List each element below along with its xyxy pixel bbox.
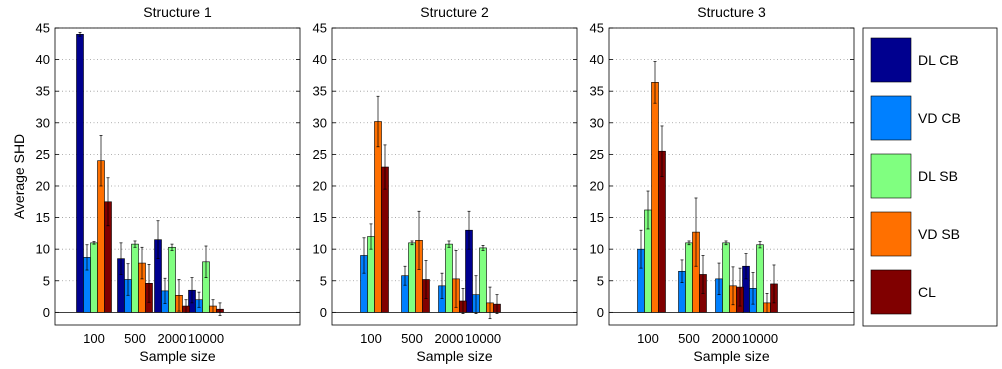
bar-dl-sb <box>168 246 176 313</box>
y-tick-label: 20 <box>590 178 604 193</box>
y-tick-label: 25 <box>590 147 604 162</box>
y-tick-label: 15 <box>313 210 327 225</box>
x-tick-label: 2000 <box>712 331 741 346</box>
bar-dl-sb <box>131 243 139 313</box>
x-axis-label: Sample size <box>693 348 769 364</box>
x-tick-label: 10000 <box>742 331 778 346</box>
y-tick-label: 10 <box>36 242 50 257</box>
y-tick-label: 25 <box>313 147 327 162</box>
y-tick-label: 30 <box>590 115 604 130</box>
y-tick-label: 45 <box>36 21 50 36</box>
plot-frame <box>54 27 301 326</box>
panel-title: Structure 2 <box>420 4 489 20</box>
chart-panel-2: 0 5 10 15 20 25 30 35 40 45 100 500 2000 10000 Sample … <box>313 4 578 364</box>
bar-dl-sb <box>685 242 693 313</box>
legend-swatch <box>870 269 912 315</box>
y-tick-label: 0 <box>43 305 50 320</box>
legend-label: VD SB <box>918 226 960 242</box>
legend-swatch <box>870 153 912 199</box>
legend-swatch <box>870 37 912 83</box>
y-tick-label: 15 <box>36 210 50 225</box>
x-tick-label: 500 <box>678 331 700 346</box>
x-tick-label: 100 <box>637 331 659 346</box>
legend-label: DL SB <box>918 168 958 184</box>
y-tick-label: 40 <box>313 52 327 67</box>
y-tick-label: 40 <box>36 52 50 67</box>
x-tick-label: 100 <box>360 331 382 346</box>
bar-dl-sb <box>756 244 764 313</box>
y-tick-label: 30 <box>313 115 327 130</box>
y-tick-label: 0 <box>597 305 604 320</box>
y-tick-label: 10 <box>590 242 604 257</box>
legend-swatch <box>870 211 912 257</box>
y-tick-label: 5 <box>320 273 327 288</box>
y-tick-label: 15 <box>590 210 604 225</box>
plot-frame <box>331 27 578 326</box>
x-tick-label: 10000 <box>465 331 501 346</box>
bar-dl-sb <box>479 247 487 313</box>
bar-dl-sb <box>408 242 416 313</box>
bar-dl-sb <box>722 242 730 313</box>
y-axis-label: Average SHD <box>11 134 27 219</box>
y-tick-label: 10 <box>313 242 327 257</box>
x-tick-label: 500 <box>401 331 423 346</box>
y-tick-label: 5 <box>43 273 50 288</box>
y-tick-label: 5 <box>597 273 604 288</box>
panel-title: Structure 1 <box>143 4 212 20</box>
y-tick-label: 45 <box>590 21 604 36</box>
legend: DL CB VD CB DL SB VD SB CL <box>862 27 998 327</box>
bar-vd-sb <box>374 121 382 313</box>
bar-dl-sb <box>445 243 453 313</box>
bar-dl-cb <box>76 34 84 313</box>
legend-swatch <box>870 95 912 141</box>
legend-label: DL CB <box>918 52 959 68</box>
legend-label: CL <box>918 284 936 300</box>
legend-label: VD CB <box>918 110 961 126</box>
y-tick-label: 25 <box>36 147 50 162</box>
y-tick-label: 30 <box>36 115 50 130</box>
y-tick-label: 20 <box>36 178 50 193</box>
x-tick-label: 100 <box>83 331 105 346</box>
x-tick-label: 2000 <box>158 331 187 346</box>
y-tick-label: 0 <box>320 305 327 320</box>
y-tick-label: 35 <box>313 84 327 99</box>
chart-panel-1: 0 5 10 15 20 25 30 35 40 45 100 500 2000 10000 Sample … <box>36 4 301 364</box>
y-tick-label: 35 <box>590 84 604 99</box>
y-tick-label: 45 <box>313 21 327 36</box>
x-tick-label: 10000 <box>188 331 224 346</box>
bar-vd-sb <box>651 82 659 313</box>
bar-dl-sb <box>90 242 98 313</box>
y-tick-label: 20 <box>313 178 327 193</box>
panel-title: Structure 3 <box>697 4 766 20</box>
x-axis-label: Sample size <box>416 348 492 364</box>
y-tick-label: 35 <box>36 84 50 99</box>
plot-frame <box>608 27 855 326</box>
x-tick-label: 500 <box>124 331 146 346</box>
x-axis-label: Sample size <box>139 348 215 364</box>
x-tick-label: 2000 <box>435 331 464 346</box>
y-tick-label: 40 <box>590 52 604 67</box>
chart-panel-3: 0 5 10 15 20 25 30 35 40 45 100 500 2000 10000 Sample … <box>590 4 855 364</box>
